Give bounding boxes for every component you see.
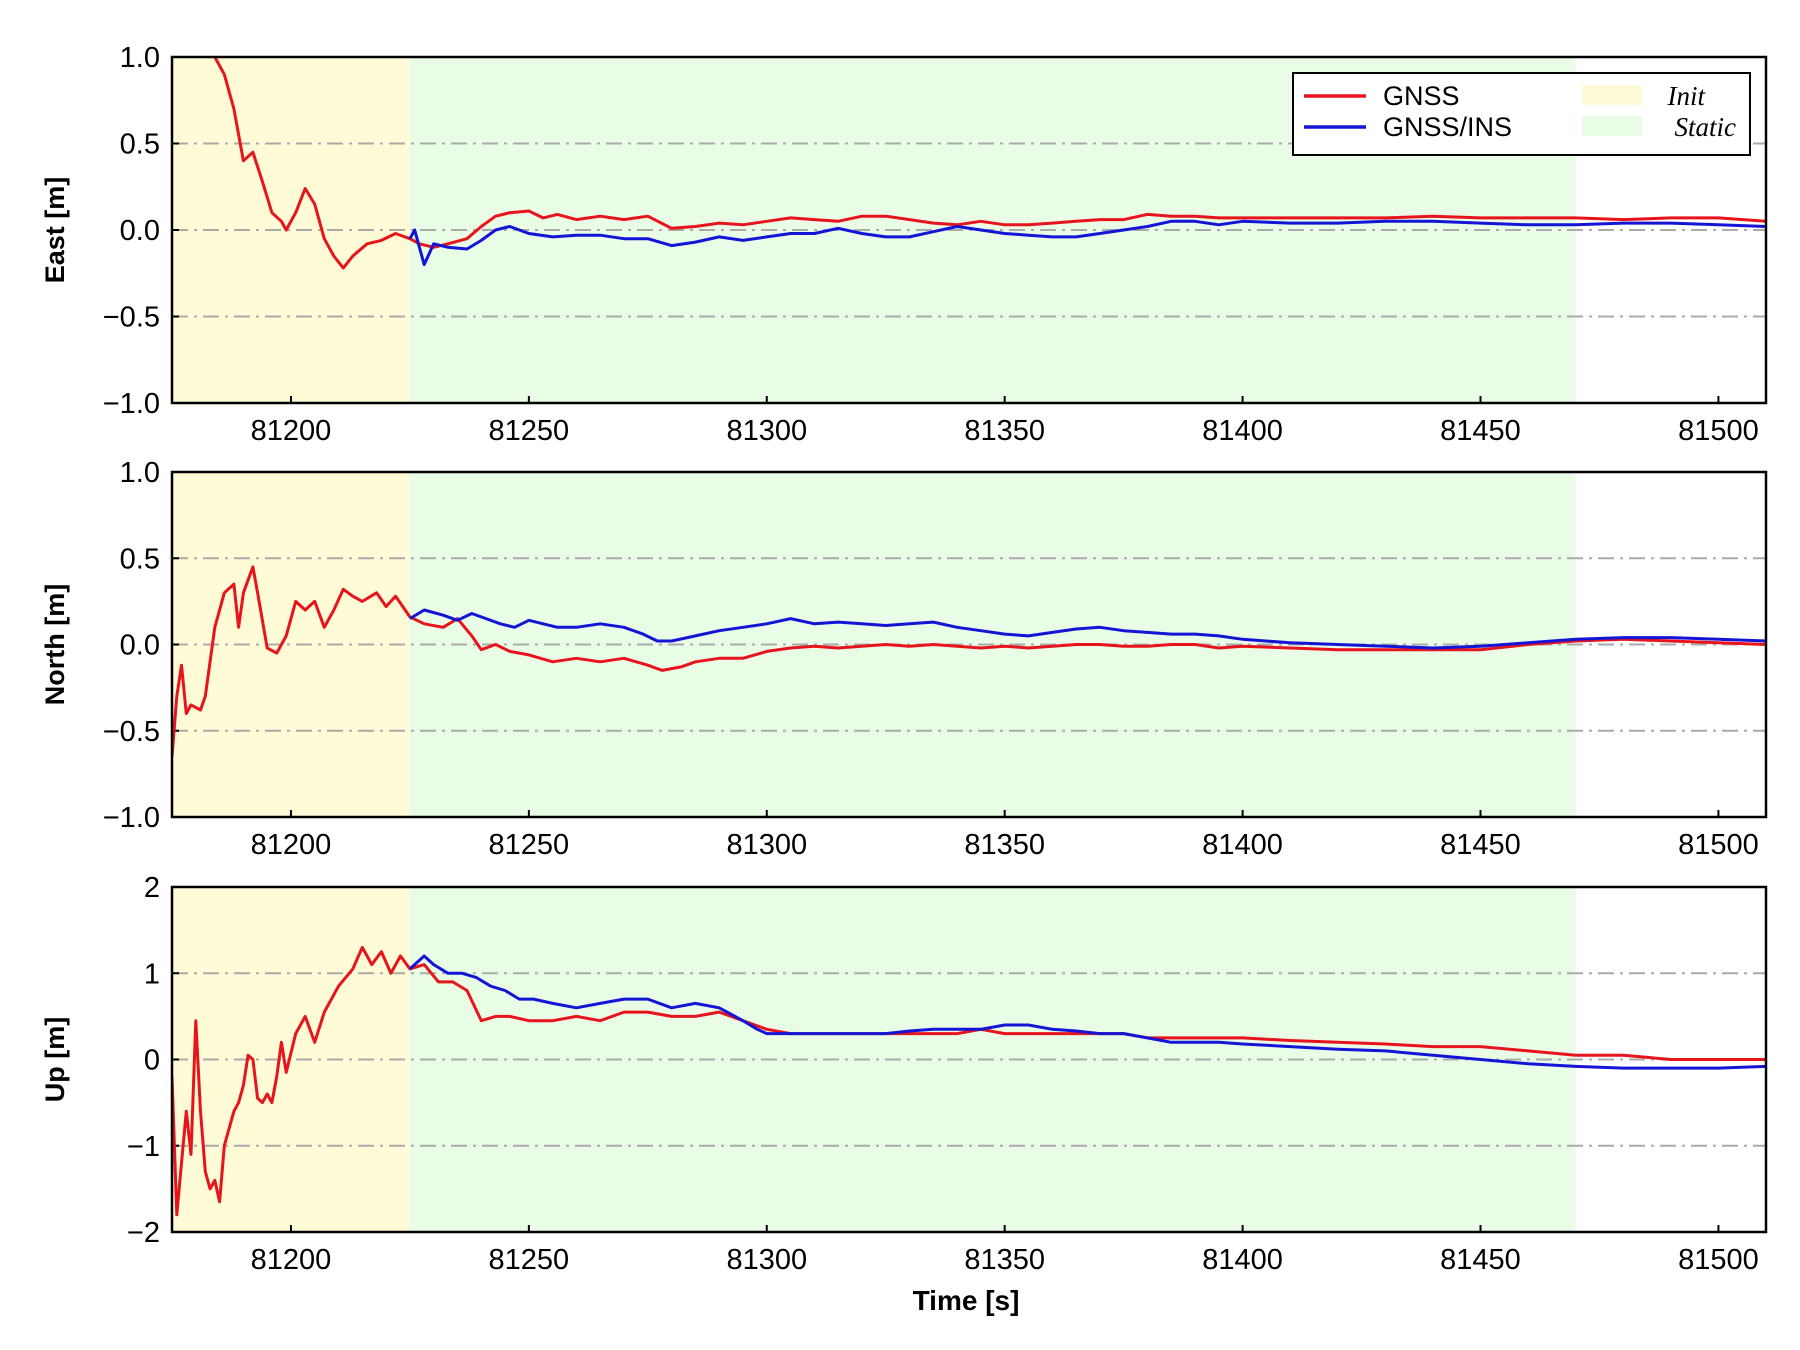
x-tick-label: 81500 (1678, 829, 1759, 861)
y-tick-label: 0.0 (120, 630, 160, 662)
x-tick-label: 81350 (964, 829, 1045, 861)
subplot-1: 1.0 0.5 0.0 −0.5 −1.0 81200 81250 81300 81350 814… (40, 457, 1768, 861)
axes-frame (170, 885, 1768, 1234)
y-tick-label: 1 (144, 958, 160, 990)
x-tick-label: 81250 (489, 1244, 570, 1276)
y-axis-title: East [m] (40, 177, 70, 284)
legend-label-gnss-ins: GNSS/INS (1383, 112, 1512, 142)
x-tick-label: 81300 (726, 415, 807, 447)
series-line-gnss-ins-2 (408, 954, 1766, 1070)
x-tick-label: 81200 (251, 1244, 332, 1276)
legend-label-gnss: GNSS (1383, 81, 1460, 111)
x-tick-label: 81250 (489, 829, 570, 861)
y-tick-label: 2 (144, 872, 160, 904)
x-tick-label: 81450 (1440, 829, 1521, 861)
legend-swatch-init (1582, 85, 1642, 105)
y-tick-label: −1.0 (103, 388, 160, 420)
series-line-gnss-0 (213, 57, 1766, 270)
y-tick-label: −2 (127, 1217, 160, 1249)
series-line-gnss-1 (172, 565, 1766, 757)
x-tick-label: 81350 (964, 1244, 1045, 1276)
series-line-gnss-2 (172, 945, 1766, 1217)
y-tick-label: −0.5 (103, 716, 160, 748)
x-tick-label: 81250 (489, 415, 570, 447)
y-tick-label: 0.0 (120, 215, 160, 247)
y-tick-label: 0.5 (120, 543, 160, 575)
y-tick-label: 1.0 (120, 42, 160, 74)
y-tick-label: 1.0 (120, 457, 160, 489)
axes-frame (170, 470, 1768, 819)
y-axis-title: North [m] (40, 584, 70, 705)
legend-label-static: Static (1675, 112, 1737, 142)
legend-label-init: Init (1667, 81, 1707, 111)
x-tick-label: 81300 (726, 1244, 807, 1276)
y-tick-label: −0.5 (103, 302, 160, 334)
y-axis-title: Up [m] (40, 1017, 70, 1102)
y-tick-label: −1 (127, 1131, 160, 1163)
y-tick-label: 0.5 (120, 129, 160, 161)
legend-swatch-static (1582, 116, 1642, 136)
x-tick-label: 81450 (1440, 1244, 1521, 1276)
x-tick-label: 81200 (251, 415, 332, 447)
subplots: 1.0 0.5 0.0 −0.5 −1.0 81200 81250 81300 81350 814… (40, 42, 1768, 1276)
x-tick-label: 81300 (726, 829, 807, 861)
x-tick-label: 81350 (964, 415, 1045, 447)
series-line-gnss-ins-1 (409, 608, 1766, 650)
axes-frame (170, 55, 1768, 405)
x-tick-label: 81400 (1202, 1244, 1283, 1276)
x-tick-label: 81200 (251, 829, 332, 861)
x-tick-label: 81450 (1440, 415, 1521, 447)
y-tick-label: −1.0 (103, 802, 160, 834)
x-tick-label: 81400 (1202, 415, 1283, 447)
series-line-gnss-ins-0 (408, 219, 1766, 267)
x-tick-label: 81500 (1678, 1244, 1759, 1276)
y-tick-label: 0 (144, 1045, 160, 1077)
x-tick-label: 81400 (1202, 829, 1283, 861)
x-axis-title: Time [s] (913, 1285, 1020, 1316)
x-tick-label: 81500 (1678, 415, 1759, 447)
legend-box (1292, 72, 1751, 156)
subplot-2: 2 1 0 −1 −2 81200 81250 81300 81350 81400 81450 815… (40, 872, 1768, 1276)
